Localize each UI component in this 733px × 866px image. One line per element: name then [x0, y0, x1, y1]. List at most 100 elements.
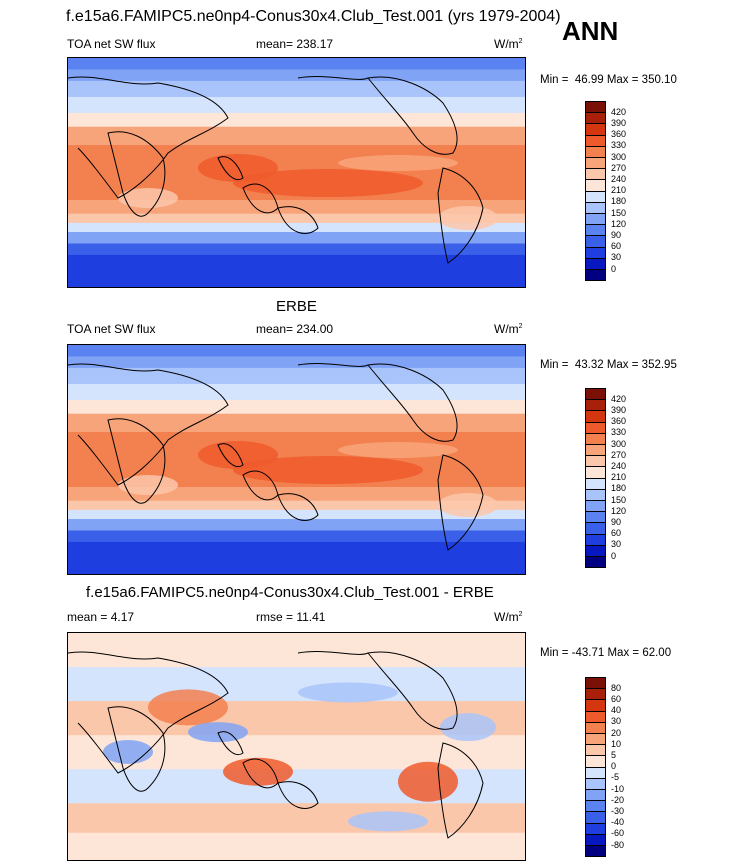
coastline [217, 156, 244, 181]
coastline [107, 706, 166, 792]
colorbar-tick-label: 0 [611, 550, 617, 561]
colorbar-tick-label: 270 [611, 162, 627, 173]
colorbar-tick-label: 240 [611, 460, 627, 471]
colorbar-tick-label: 40 [611, 705, 622, 716]
field-band [68, 383, 525, 401]
field-band [68, 80, 525, 98]
colorbar-tick-label: -80 [611, 839, 625, 850]
field-band [68, 509, 525, 520]
coastline [277, 493, 319, 521]
field-anomaly [233, 169, 423, 197]
field-band [68, 254, 525, 270]
panel2-units: W/m2 [494, 322, 523, 336]
colorbar-tick-label: 80 [611, 682, 622, 693]
field-anomaly [438, 493, 498, 517]
colorbar-tick-label: 300 [611, 151, 627, 162]
colorbar-tick-label: 30 [611, 716, 622, 727]
colorbar-tick-label: 30 [611, 252, 622, 263]
field-band [68, 519, 525, 531]
field-band [68, 345, 525, 357]
coastline [68, 363, 229, 486]
field-band [68, 96, 525, 114]
colorbar-tick-label: 360 [611, 129, 627, 140]
colorbar-tick-label: 300 [611, 438, 627, 449]
panel3-rmse-label: rmse = 11.41 [256, 610, 326, 624]
panel1-map [67, 57, 526, 288]
panel2-map [67, 344, 526, 575]
field-band [68, 213, 525, 224]
colorbar-tick-label: 420 [611, 393, 627, 404]
field-anomaly [338, 442, 458, 458]
field-band [68, 413, 525, 433]
field-anomaly [398, 761, 458, 802]
colorbar-tick-label: 30 [611, 539, 622, 550]
field-anomaly [233, 456, 423, 484]
field-anomaly [118, 475, 178, 495]
field-band [68, 832, 525, 860]
field-anomaly [103, 739, 153, 764]
coastline [437, 454, 484, 551]
coastline [367, 363, 458, 442]
field-band [68, 58, 525, 70]
coastline [68, 76, 229, 199]
colorbar-tick-label: 10 [611, 738, 622, 749]
field-band [68, 232, 525, 244]
colorbar-tick-label: 180 [611, 196, 627, 207]
panel2-min-max: Min = 43.32 Max = 352.95 [540, 359, 677, 371]
panel3-heading: f.e15a6.FAMIPC5.ne0np4-Conus30x4.Club_Te… [86, 584, 494, 601]
colorbar-tick-label: 20 [611, 727, 622, 738]
colorbar-tick-label: 270 [611, 449, 627, 460]
panel2-variable-label: TOA net SW flux [67, 322, 156, 336]
coastline [277, 206, 319, 234]
colorbar-tick-label: -30 [611, 805, 625, 816]
colorbar-tick-label: -10 [611, 783, 625, 794]
field-band [68, 500, 525, 511]
colorbar-tick-label: 150 [611, 494, 627, 505]
colorbar-tick-label: 90 [611, 516, 622, 527]
coastline [107, 418, 166, 504]
field-anomaly [338, 155, 458, 171]
field-band [68, 486, 525, 502]
coastline [297, 363, 369, 367]
coastline [68, 651, 229, 774]
field-band [68, 243, 525, 256]
colorbar-tick-label: 0 [611, 761, 617, 772]
panel3-units: W/m2 [494, 610, 523, 624]
panel3-mean-label: mean = 4.17 [67, 610, 135, 624]
field-band [68, 356, 525, 369]
figure-title: f.e15a6.FAMIPC5.ne0np4-Conus30x4.Club_Te… [66, 8, 561, 25]
colorbar-tick-label: -40 [611, 817, 625, 828]
field-band [68, 367, 525, 385]
field-band [68, 555, 525, 574]
colorbar-tick-label: 120 [611, 505, 627, 516]
field-anomaly [188, 722, 248, 743]
colorbar-tick-label: 330 [611, 427, 627, 438]
field-band [68, 126, 525, 146]
panel1-units: W/m2 [494, 37, 523, 51]
colorbar-tick-label: 0 [611, 263, 617, 274]
colorbar-tick-label: -60 [611, 828, 625, 839]
colorbar-box [585, 269, 606, 282]
colorbar-tick-label: 150 [611, 207, 627, 218]
colorbar-tick-label: 360 [611, 416, 627, 427]
coastline [277, 781, 319, 809]
colorbar-tick-label: 120 [611, 218, 627, 229]
field-anomaly [223, 757, 293, 786]
coastline [367, 76, 458, 155]
colorbar-box [585, 845, 606, 858]
field-band [68, 268, 525, 287]
field-anomaly [438, 206, 498, 230]
field-band [68, 667, 525, 702]
field-anomaly [298, 682, 398, 703]
field-band [68, 399, 525, 415]
panel1-variable-label: TOA net SW flux [67, 37, 156, 51]
colorbar-tick-label: 90 [611, 229, 622, 240]
coastline [107, 131, 166, 217]
coastline [437, 742, 484, 839]
panel3-min-max: Min = -43.71 Max = 62.00 [540, 647, 672, 659]
colorbar-tick-label: 180 [611, 483, 627, 494]
colorbar-tick-label: 240 [611, 173, 627, 184]
colorbar-tick-label: 60 [611, 528, 622, 539]
coastline [367, 651, 458, 730]
colorbar-tick-label: 330 [611, 140, 627, 151]
